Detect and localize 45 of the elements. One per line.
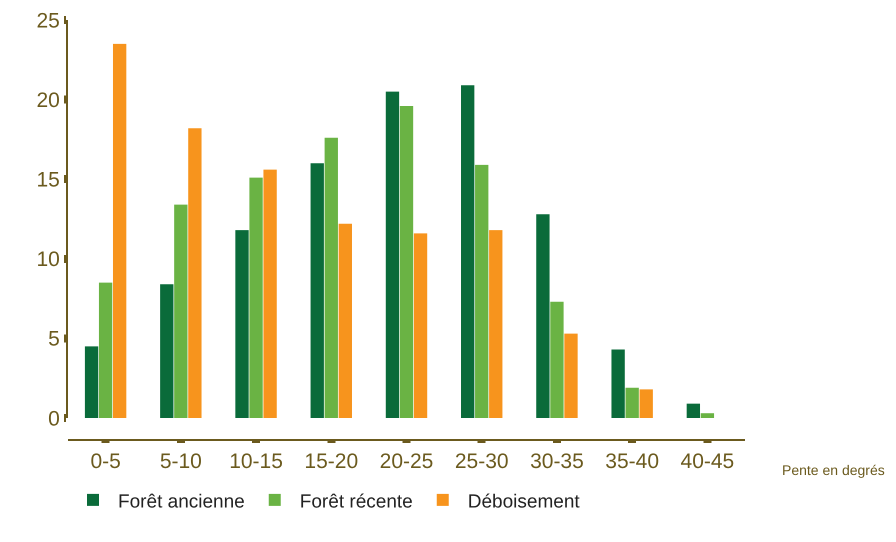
legend-label: Forêt récente — [300, 491, 413, 512]
bar — [461, 85, 474, 418]
x-tick-label: 15-20 — [304, 450, 358, 474]
x-tick-label: 10-15 — [229, 450, 283, 474]
bar — [324, 138, 338, 418]
bar — [640, 389, 653, 418]
bar — [611, 350, 625, 418]
bar — [475, 164, 488, 418]
y-tick-label: 0 — [48, 407, 60, 430]
legend-label: Forêt ancienne — [118, 491, 245, 512]
bar — [98, 282, 112, 418]
bar — [536, 214, 550, 418]
bar — [489, 230, 502, 418]
y-tick-label: 15 — [36, 168, 60, 192]
x-tick-label: 0-5 — [90, 450, 121, 474]
bar — [414, 233, 428, 418]
bar — [400, 106, 414, 418]
bar — [386, 92, 400, 418]
bar — [564, 334, 578, 418]
x-tick-label: 5-10 — [160, 450, 202, 474]
x-tick-label: 20-25 — [380, 450, 434, 474]
bar — [160, 284, 174, 418]
bar — [310, 163, 324, 418]
y-tick-label: 10 — [36, 248, 60, 272]
bar — [550, 302, 564, 418]
x-tick-label: 25-30 — [454, 450, 509, 474]
legend-label: Déboisement — [468, 491, 580, 512]
bar — [112, 44, 126, 418]
x-tick-label: 30-35 — [530, 450, 584, 474]
y-tick-label: 5 — [48, 328, 60, 351]
bar — [174, 204, 188, 418]
bar — [263, 170, 277, 418]
y-tick-label: 25 — [36, 9, 60, 32]
bar — [338, 224, 352, 418]
bar — [700, 413, 714, 418]
bar — [686, 404, 700, 418]
x-tick-label: 40-45 — [680, 450, 734, 474]
bar — [626, 388, 639, 418]
bar — [249, 178, 263, 418]
bar — [235, 230, 249, 418]
bar — [84, 346, 98, 418]
bar — [188, 128, 202, 418]
x-tick-label: 35-40 — [605, 450, 660, 474]
x-axis-title: Pente en degrés — [782, 462, 885, 478]
y-tick-label: 20 — [36, 88, 60, 112]
